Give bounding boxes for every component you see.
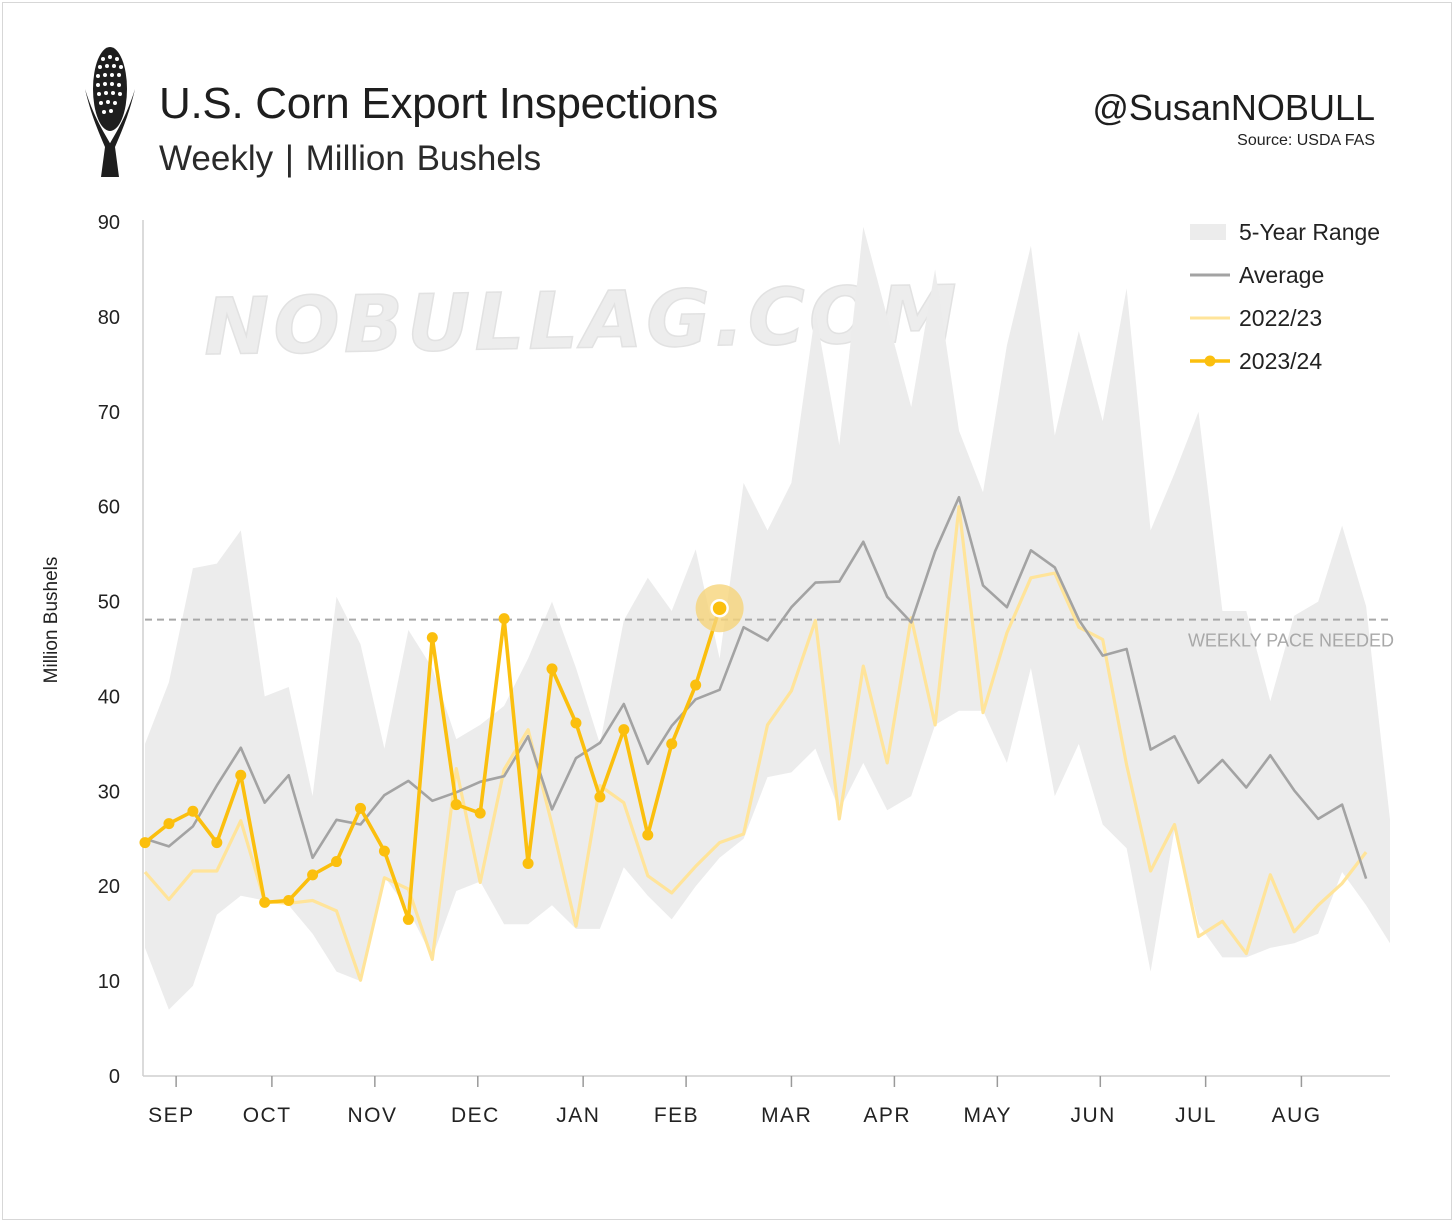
chart-subtitle: Weekly | Million Bushels xyxy=(159,139,542,178)
series-2023-24-point xyxy=(139,837,151,849)
x-tick-label: MAR xyxy=(761,1104,812,1127)
series-2023-24-point xyxy=(235,769,247,781)
series-2023-24-point xyxy=(259,896,271,908)
series-2023-24-point xyxy=(331,856,343,868)
series-2023-24-point xyxy=(307,869,319,881)
x-tick-label: JAN xyxy=(556,1104,600,1127)
series-2023-24-point xyxy=(426,632,438,644)
latest-point-marker xyxy=(710,598,729,618)
legend-swatch-marker xyxy=(1204,355,1216,367)
y-tick-label: 0 xyxy=(109,1066,120,1088)
x-tick-label: SEP xyxy=(148,1104,195,1127)
series-2023-24-point xyxy=(402,913,414,925)
series-2023-24-point xyxy=(474,807,486,819)
series-2023-24-point xyxy=(570,717,582,729)
y-tick-label: 70 xyxy=(98,402,120,424)
watermark: NOBULLAG.COM xyxy=(203,270,961,373)
y-tick-label: 20 xyxy=(98,876,120,898)
series-2023-24-point xyxy=(546,663,558,675)
x-tick-label: NOV xyxy=(347,1104,397,1127)
series-2023-24-point xyxy=(498,613,510,625)
x-tick-label: OCT xyxy=(243,1104,292,1127)
series-2023-24-point xyxy=(211,837,223,849)
series-2023-24-point xyxy=(618,724,630,736)
series-2023-24-point xyxy=(187,805,199,817)
y-tick-label: 50 xyxy=(98,592,120,614)
plot-area: 0 10 20 30 40 50 60 70 80 90 Million Bushels SEP OCT… xyxy=(41,212,1394,1127)
five-year-range-band xyxy=(145,226,1390,1010)
x-tick-label: MAY xyxy=(964,1104,1012,1127)
x-tick-label: APR xyxy=(863,1104,911,1127)
series-2023-24-point xyxy=(450,799,462,811)
series-2023-24-point xyxy=(522,857,534,869)
series-2023-24-point xyxy=(378,845,390,857)
y-axis-label: Million Bushels xyxy=(41,557,62,684)
x-tick-label: JUN xyxy=(1070,1104,1115,1127)
author-handle: @SusanNOBULL xyxy=(1092,87,1375,128)
source-note: Source: USDA FAS xyxy=(1237,132,1375,149)
y-tick-label: 80 xyxy=(98,307,120,329)
y-tick-label: 90 xyxy=(98,212,120,234)
corn-cob-icon xyxy=(85,47,135,177)
y-tick-label: 10 xyxy=(98,971,120,993)
y-tick-label: 30 xyxy=(98,781,120,803)
legend-label: 2022/23 xyxy=(1239,305,1322,331)
chart-title: U.S. Corn Export Inspections xyxy=(159,79,718,128)
series-2023-24-point xyxy=(594,791,606,803)
series-2023-24-point xyxy=(163,818,175,830)
legend-label: Average xyxy=(1239,262,1324,288)
series-2023-24-point xyxy=(354,802,366,814)
y-tick-label: 60 xyxy=(98,497,120,519)
legend: 5-Year Range Average 2022/23 2023/24 xyxy=(1190,219,1380,374)
y-tick-label: 40 xyxy=(98,686,120,708)
legend-swatch-range xyxy=(1190,224,1226,240)
weekly-pace-label: WEEKLY PACE NEEDED xyxy=(1188,631,1394,651)
series-2023-24-point xyxy=(642,829,654,841)
x-tick-label: FEB xyxy=(654,1104,699,1127)
series-2023-24-point xyxy=(283,894,295,906)
series-2022-23-line xyxy=(143,505,1368,982)
series-2023-24-point xyxy=(690,679,702,691)
x-tick-label: JUL xyxy=(1175,1104,1217,1127)
legend-label: 2023/24 xyxy=(1239,348,1322,374)
series-2023-24-point xyxy=(666,738,678,750)
series-average-line xyxy=(144,495,1368,880)
x-tick-label: DEC xyxy=(451,1104,500,1127)
x-tick-label: AUG xyxy=(1272,1104,1322,1127)
legend-label: 5-Year Range xyxy=(1239,219,1380,245)
